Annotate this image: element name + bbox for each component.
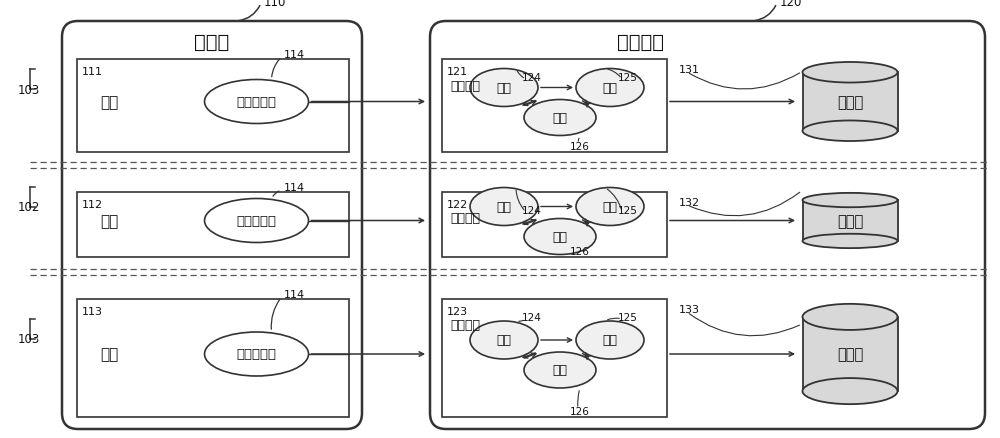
Text: 缓存: 缓存 bbox=[552, 230, 568, 244]
Text: 120: 120 bbox=[780, 0, 802, 8]
Text: 前台: 前台 bbox=[497, 334, 512, 347]
Text: 103: 103 bbox=[18, 333, 40, 346]
Ellipse shape bbox=[802, 121, 898, 142]
Text: 114: 114 bbox=[284, 183, 305, 193]
Text: 124: 124 bbox=[522, 73, 542, 83]
Polygon shape bbox=[802, 317, 898, 391]
Text: 133: 133 bbox=[679, 304, 700, 314]
Ellipse shape bbox=[802, 304, 898, 330]
Ellipse shape bbox=[524, 100, 596, 136]
Ellipse shape bbox=[802, 63, 898, 83]
Ellipse shape bbox=[470, 69, 538, 107]
Text: 网点: 网点 bbox=[100, 213, 118, 229]
Text: 边缘端: 边缘端 bbox=[194, 32, 230, 51]
Text: 126: 126 bbox=[570, 141, 590, 152]
Bar bbox=[442, 193, 667, 258]
Text: 缓存: 缓存 bbox=[552, 112, 568, 125]
Bar bbox=[77, 193, 349, 258]
Text: 接入服务器: 接入服务器 bbox=[237, 96, 277, 109]
Text: 132: 132 bbox=[679, 198, 700, 208]
Bar bbox=[442, 299, 667, 417]
Text: 122: 122 bbox=[447, 200, 468, 209]
Text: 125: 125 bbox=[618, 73, 638, 83]
Ellipse shape bbox=[576, 321, 644, 359]
Text: 机房: 机房 bbox=[100, 95, 118, 110]
Text: 缓存: 缓存 bbox=[552, 364, 568, 377]
Text: 后台: 后台 bbox=[602, 82, 618, 95]
Text: 111: 111 bbox=[82, 67, 103, 77]
Text: 103: 103 bbox=[18, 83, 40, 96]
Text: 114: 114 bbox=[284, 50, 305, 60]
Text: 接入服务器: 接入服务器 bbox=[237, 215, 277, 227]
Text: 前台: 前台 bbox=[497, 201, 512, 213]
Ellipse shape bbox=[802, 234, 898, 248]
Text: 处理单元: 处理单元 bbox=[450, 79, 480, 92]
Ellipse shape bbox=[524, 352, 596, 388]
Ellipse shape bbox=[205, 199, 309, 243]
Polygon shape bbox=[802, 201, 898, 241]
Text: 114: 114 bbox=[284, 290, 305, 299]
Text: 112: 112 bbox=[82, 200, 103, 209]
Text: 121: 121 bbox=[447, 67, 468, 77]
Text: 126: 126 bbox=[570, 406, 590, 416]
Text: 数据库: 数据库 bbox=[837, 95, 863, 110]
Text: 126: 126 bbox=[570, 247, 590, 256]
Ellipse shape bbox=[576, 69, 644, 107]
Ellipse shape bbox=[802, 378, 898, 404]
Text: 102: 102 bbox=[18, 201, 40, 214]
Text: 后台: 后台 bbox=[602, 201, 618, 213]
Ellipse shape bbox=[470, 188, 538, 226]
Text: 131: 131 bbox=[679, 65, 700, 75]
Text: 123: 123 bbox=[447, 306, 468, 316]
Ellipse shape bbox=[576, 188, 644, 226]
Ellipse shape bbox=[470, 321, 538, 359]
Bar bbox=[77, 299, 349, 417]
Bar bbox=[442, 60, 667, 153]
Ellipse shape bbox=[205, 332, 309, 376]
Text: 数据中心: 数据中心 bbox=[617, 32, 664, 51]
Text: 机房: 机房 bbox=[100, 347, 118, 362]
Polygon shape bbox=[802, 73, 898, 131]
FancyBboxPatch shape bbox=[430, 22, 985, 429]
Text: 110: 110 bbox=[264, 0, 286, 8]
Text: 数据库: 数据库 bbox=[837, 347, 863, 362]
Text: 处理单元: 处理单元 bbox=[450, 319, 480, 332]
Text: 接入服务器: 接入服务器 bbox=[237, 348, 277, 360]
Ellipse shape bbox=[205, 80, 309, 124]
Text: 125: 125 bbox=[618, 312, 638, 322]
Text: 处理单元: 处理单元 bbox=[450, 212, 480, 225]
Text: 124: 124 bbox=[522, 312, 542, 322]
Ellipse shape bbox=[524, 219, 596, 255]
Text: 数据库: 数据库 bbox=[837, 213, 863, 229]
FancyBboxPatch shape bbox=[62, 22, 362, 429]
Text: 124: 124 bbox=[522, 205, 542, 215]
Text: 113: 113 bbox=[82, 306, 103, 316]
Ellipse shape bbox=[802, 194, 898, 208]
Text: 125: 125 bbox=[618, 205, 638, 215]
Text: 后台: 后台 bbox=[602, 334, 618, 347]
Bar bbox=[77, 60, 349, 153]
Text: 前台: 前台 bbox=[497, 82, 512, 95]
